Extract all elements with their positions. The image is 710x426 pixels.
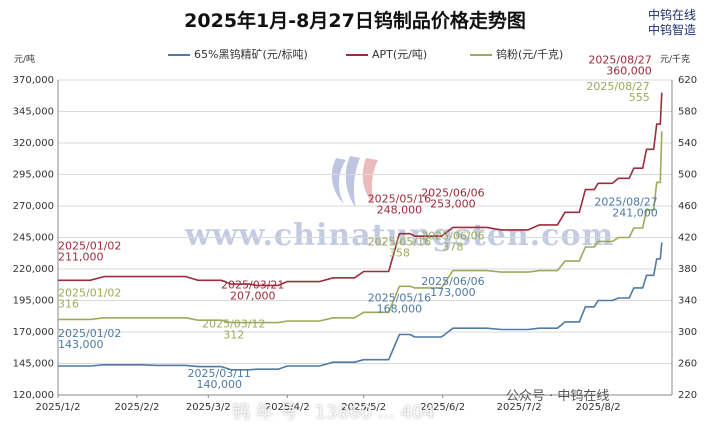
left-axis-unit: 元/吨	[14, 55, 36, 65]
y-right-tick-label: 260	[678, 359, 697, 370]
tungsten-logo-icon	[331, 156, 378, 208]
legend-label-powder: 钨粉(元/千克)	[496, 48, 564, 61]
annotation-date: 2025/06/06	[421, 186, 484, 199]
annotation-value: 360,000	[606, 65, 652, 78]
chart-title: 2025年1月-8月27日钨制品价格走势图	[184, 10, 526, 32]
wechat-mark: 公众号 · 中钨在线	[506, 389, 610, 404]
x-tick-label: 2025/3/2	[186, 402, 231, 413]
y-right-tick-label: 340	[678, 296, 697, 307]
y-right-tick-label: 420	[678, 233, 697, 244]
annotation-date: 2025/06/06	[421, 230, 484, 243]
y-left-tick-label: 220,000	[13, 264, 54, 275]
annotation-value: 312	[223, 329, 244, 342]
x-tick-label: 2025/6/2	[420, 402, 465, 413]
annotation-date: 2025/05/16	[368, 292, 431, 305]
annotation-value: 358	[389, 246, 410, 259]
annotation-value: 207,000	[230, 289, 276, 302]
annotation-date: 2025/08/27	[594, 196, 657, 209]
annotation-date: 2025/03/21	[221, 278, 284, 291]
y-right-tick-label: 380	[678, 264, 697, 275]
legend-item-apt: APT(元/吨)	[346, 46, 427, 62]
y-left-tick-label: 170,000	[13, 327, 54, 338]
annotation-value: 211,000	[58, 250, 104, 263]
annotation-date: 2025/03/11	[188, 367, 251, 380]
x-tick-label: 2025/5/2	[341, 402, 386, 413]
legend: 65%黑钨精矿(元/标吨) APT(元/吨) 钨粉(元/千克)	[168, 46, 648, 62]
brand-line-1: 中钨在线	[648, 8, 697, 22]
y-left-tick-label: 120,000	[13, 390, 54, 401]
y-right-tick-label: 500	[678, 170, 697, 181]
y-right-tick-label: 300	[678, 327, 697, 338]
series-line-apt	[58, 92, 663, 287]
brand-logo-text: 中钨在线 中钨智造	[648, 8, 696, 38]
legend-item-powder: 钨粉(元/千克)	[470, 46, 563, 62]
x-tick-label: 2025/8/2	[576, 402, 621, 413]
legend-label-concentrate: 65%黑钨精矿(元/标吨)	[194, 48, 308, 61]
annotation-date: 2025/08/27	[586, 80, 649, 93]
legend-label-apt: APT(元/吨)	[372, 48, 428, 61]
annotation-date: 2025/06/06	[421, 275, 484, 288]
x-tick-label: 2025/4/2	[265, 402, 310, 413]
x-tick-label: 2025/2/2	[115, 402, 160, 413]
annotation-date: 2025/05/16	[368, 193, 431, 206]
legend-swatch-powder	[470, 54, 492, 56]
annotation-value: 253,000	[430, 197, 476, 210]
y-right-tick-label: 220	[678, 390, 697, 401]
y-left-tick-label: 145,000	[13, 359, 54, 370]
y-left-tick-label: 270,000	[13, 201, 54, 212]
series-line-powder	[58, 131, 663, 324]
x-tick-label: 2025/7/2	[497, 402, 542, 413]
annotation-value: 143,000	[58, 338, 104, 351]
annotation-value: 168,000	[377, 303, 423, 316]
y-right-tick-label: 460	[678, 201, 697, 212]
y-left-tick-label: 245,000	[13, 233, 54, 244]
annotation-value: 378	[442, 241, 463, 254]
series-line-concentrate	[58, 242, 663, 371]
right-axis-unit: 元/千克	[660, 55, 691, 65]
y-right-tick-label: 580	[678, 107, 697, 118]
x-tick-label: 2025/1/2	[36, 402, 81, 413]
brand-line-2: 中钨智造	[648, 23, 697, 37]
annotation-date: 2025/05/16	[368, 235, 431, 248]
y-left-tick-label: 195,000	[13, 296, 54, 307]
annotation-value: 173,000	[430, 286, 476, 299]
y-right-tick-label: 620	[678, 75, 697, 86]
annotation-value: 140,000	[196, 378, 242, 391]
annotation-date: 2025/01/02	[58, 239, 121, 252]
annotation-value: 316	[58, 297, 79, 310]
legend-swatch-concentrate	[168, 54, 190, 56]
y-left-tick-label: 320,000	[13, 138, 54, 149]
footer-watermark: 钨 年 号 · 13860 ... 404	[232, 402, 435, 423]
y-right-tick-label: 540	[678, 138, 697, 149]
legend-swatch-apt	[346, 54, 368, 56]
y-left-tick-label: 295,000	[13, 170, 54, 181]
y-left-tick-label: 345,000	[13, 107, 54, 118]
annotation-value: 248,000	[377, 204, 423, 217]
y-left-tick-label: 370,000	[13, 75, 54, 86]
annotation-date: 2025/01/02	[58, 286, 121, 299]
annotation-date: 2025/03/12	[202, 318, 265, 331]
annotation-value: 555	[629, 91, 650, 104]
annotation-date: 2025/01/02	[58, 327, 121, 340]
annotation-date: 2025/08/27	[588, 54, 651, 67]
annotation-value: 241,000	[612, 207, 658, 220]
legend-item-concentrate: 65%黑钨精矿(元/标吨)	[168, 46, 308, 62]
